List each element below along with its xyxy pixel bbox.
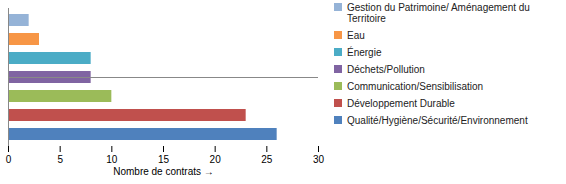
svg-text:30: 30 xyxy=(313,154,325,165)
svg-text:20: 20 xyxy=(210,154,222,165)
html-text:Communication/Sensibilisation: Communication/Sensibilisation xyxy=(347,81,484,92)
svg-text:25: 25 xyxy=(261,154,273,165)
svg-text:5: 5 xyxy=(57,154,63,165)
svg-text:0: 0 xyxy=(6,154,12,165)
html-text:Qualité/Hygiène/Sécurité/Envir: Qualité/Hygiène/Sécurité/Environnement xyxy=(347,115,528,126)
svg-text:15: 15 xyxy=(158,154,170,165)
html-text:Eau: Eau xyxy=(347,30,365,41)
svg-text:10: 10 xyxy=(106,154,118,165)
html-text:Développement Durable: Développement Durable xyxy=(347,98,455,109)
html-text:Énergie: Énergie xyxy=(347,47,382,58)
html-text:Gestion du Patrimoine/ Aménage: Gestion du Patrimoine/ Aménagement du Te… xyxy=(347,2,530,24)
html-text:Déchets/Pollution: Déchets/Pollution xyxy=(347,64,425,75)
svg-text:Nombre de contrats →: Nombre de contrats → xyxy=(113,166,214,177)
